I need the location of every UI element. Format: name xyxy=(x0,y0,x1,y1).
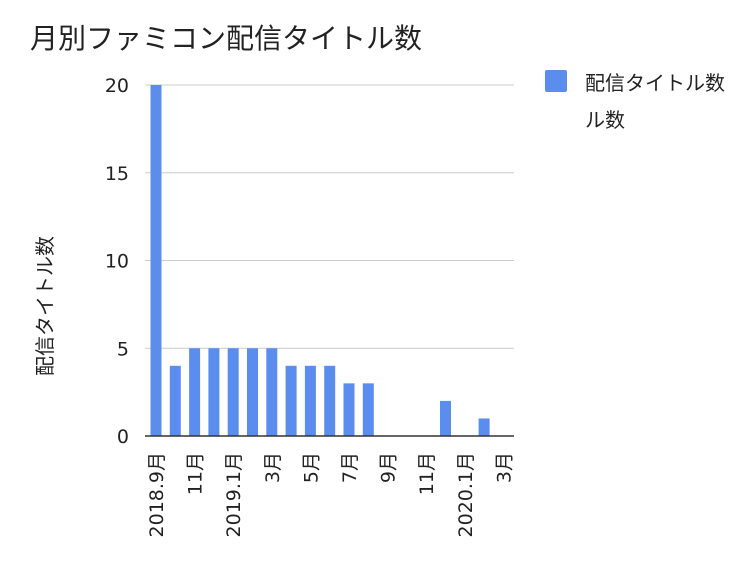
y-tick-label: 15 xyxy=(105,163,129,185)
y-axis-title: 配信タイトル数 xyxy=(33,236,57,376)
bar xyxy=(343,383,355,436)
legend: 配信タイトル数 ル数 xyxy=(545,70,725,132)
x-tick-label: 3月 xyxy=(262,452,284,483)
x-tick-label: 2018.9月 xyxy=(146,452,168,537)
bar xyxy=(150,85,162,436)
x-tick-label: 7月 xyxy=(339,452,361,483)
x-tick-label: 11月 xyxy=(185,452,207,495)
legend-label: 配信タイトル数 xyxy=(585,71,725,95)
x-tick-label: 5月 xyxy=(300,452,322,483)
bar xyxy=(169,365,181,436)
y-tick-label: 5 xyxy=(117,338,129,360)
x-tick-label: 2020.1月 xyxy=(455,452,477,537)
bar xyxy=(189,348,201,436)
x-tick-label: 3月 xyxy=(493,452,515,483)
y-tick-label: 0 xyxy=(117,426,129,448)
bar xyxy=(362,383,374,436)
x-tick-labels: 2018.9月 11月 2019.1月 3月 5月 7月 9月 11月 2020.1月 3月 xyxy=(146,452,515,537)
y-tick-label: 20 xyxy=(105,75,129,97)
bar xyxy=(266,348,278,436)
y-tick-labels: 0 5 10 15 20 xyxy=(105,75,129,448)
bar xyxy=(478,418,490,436)
chart-title: 月別ファミコン配信タイトル数 xyxy=(30,22,422,55)
legend-swatch xyxy=(545,70,567,92)
x-tick-label: 2019.1月 xyxy=(223,452,245,537)
x-tick-label: 9月 xyxy=(378,452,400,483)
grid-lines xyxy=(145,84,514,349)
bar xyxy=(285,365,297,436)
y-tick-label: 10 xyxy=(105,251,129,273)
bar xyxy=(440,400,451,436)
legend-label-continued: ル数 xyxy=(585,108,625,132)
bar xyxy=(304,365,316,436)
x-tick-label: 11月 xyxy=(416,452,438,495)
bar xyxy=(324,365,336,436)
bar xyxy=(247,348,258,436)
bar xyxy=(208,348,220,436)
bar xyxy=(227,348,239,436)
bars xyxy=(150,85,490,436)
